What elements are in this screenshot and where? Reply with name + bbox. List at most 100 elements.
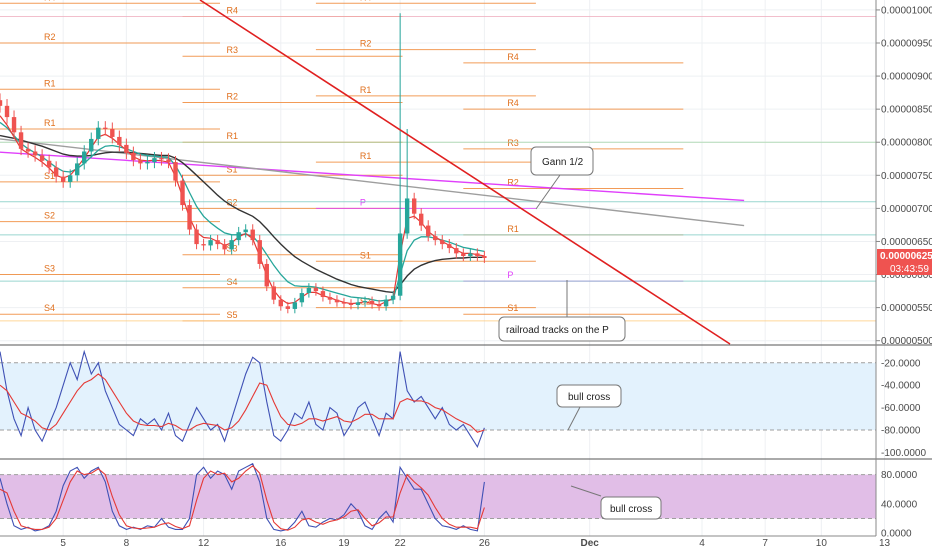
candle-body [180, 180, 185, 206]
candle-body [334, 299, 340, 303]
candle-body [0, 100, 3, 106]
candle-body [229, 240, 234, 250]
time-axis[interactable]: 5 8 12 16 19 22 26 Dec 4 7 10 13 [60, 538, 890, 549]
x-tick-label: 16 [275, 538, 287, 549]
pivot-label: S1 [44, 171, 55, 181]
candle-body [173, 162, 178, 181]
pivot-label: R4 [44, 0, 56, 2]
y-tick-label: 0.00000500 [881, 336, 932, 347]
moving-averages [0, 115, 745, 306]
oscillator-bands [0, 362, 876, 519]
y-tick-label: 0.00000700 [881, 204, 932, 215]
candle-body [11, 117, 17, 133]
candle-body [397, 233, 403, 296]
candlesticks [0, 13, 487, 314]
candle-body [271, 286, 276, 300]
x-tick-label: 19 [338, 538, 350, 549]
candle-body [419, 213, 424, 226]
candle-body [461, 253, 466, 257]
candle-body [454, 248, 459, 254]
candle-body [68, 175, 73, 182]
y-tick-label: -80.0000 [881, 426, 921, 437]
x-tick-label: 8 [124, 538, 130, 549]
pivot-label: S1 [507, 303, 518, 313]
pivot-label: S5 [227, 310, 238, 320]
y-tick-label: 0.00000750 [881, 171, 932, 182]
trendline[interactable] [199, 0, 731, 345]
candle-body [313, 287, 319, 292]
pivot-label: R1 [360, 151, 372, 161]
oscillator-lines [0, 349, 485, 532]
candle-body [327, 297, 333, 300]
candle-body [138, 160, 143, 164]
countdown-label: 03:43:59 [890, 264, 929, 275]
candle-body [390, 295, 396, 300]
candle-body [383, 299, 389, 307]
candle-body [124, 144, 129, 153]
ma_gray [0, 138, 745, 227]
y-tick-label: 0.00000650 [881, 237, 932, 248]
candle-body [482, 256, 487, 258]
candle-body [264, 263, 269, 287]
candle-body [215, 240, 220, 245]
ema-fast-line [0, 115, 485, 306]
pivot-label: R2 [44, 32, 56, 42]
candle-body [250, 229, 255, 241]
candle-body [110, 129, 115, 137]
candle-body [355, 302, 361, 305]
candle-body [166, 159, 171, 163]
pivot-label: S4 [44, 303, 55, 313]
wr-line [0, 349, 485, 449]
railroad-callout[interactable]: railroad tracks on the P [498, 280, 626, 342]
candle-body [411, 198, 417, 214]
candle-body [117, 136, 122, 145]
y-tick-label: 0.00000900 [881, 72, 932, 83]
pivot-label: R1 [44, 118, 56, 128]
bull-cross-callout-stoch[interactable]: bull cross [570, 485, 662, 520]
candle-body [145, 162, 150, 164]
candle-body [440, 240, 445, 245]
price-pane[interactable] [0, 0, 876, 344]
candle-body [89, 138, 94, 152]
pivot-label: S1 [227, 164, 238, 174]
candle-body [25, 148, 31, 152]
candle-body [103, 127, 108, 129]
ema-slow-line [0, 134, 485, 294]
candle-body [341, 302, 347, 304]
pivot-label: R4 [227, 6, 239, 16]
y-tick-label: 80.0000 [881, 470, 918, 481]
y-tick-label: -40.0000 [881, 381, 921, 392]
candle-body [236, 232, 241, 241]
y-tick-label: 0.00000950 [881, 39, 932, 50]
pivot-label: R1 [227, 131, 239, 141]
descending-trendline [199, 0, 731, 345]
candle-body [159, 158, 164, 160]
pivot-label: R2 [227, 92, 239, 102]
svg-text:bull cross: bull cross [610, 504, 652, 515]
x-tick-label: 12 [198, 538, 210, 549]
wr-signal-line [0, 373, 485, 433]
gann-callout[interactable]: Gann 1/2 [530, 146, 594, 210]
candle-body [468, 253, 473, 257]
svg-text:0.00000625: 0.00000625 [880, 251, 932, 262]
candle-body [348, 303, 354, 305]
x-tick-label: 5 [60, 538, 66, 549]
candle-body [39, 155, 45, 161]
pivot-label: R1 [44, 78, 56, 88]
x-tick-label: 22 [395, 538, 407, 549]
candle-body [376, 304, 382, 307]
pivot-label: R1 [360, 85, 372, 95]
candle-body [243, 229, 248, 233]
wr-band [0, 362, 876, 430]
candle-body [96, 127, 101, 139]
last-price-badge: 0.00000625 03:43:59 [877, 249, 932, 275]
candle-body [187, 205, 192, 230]
price-axis[interactable]: 0.00001000 0.00000950 0.00000900 0.00000850… [876, 5, 932, 540]
candle-body [32, 151, 38, 156]
y-tick-label: -20.0000 [881, 358, 921, 369]
bull-cross-callout-wr[interactable]: bull cross [556, 384, 622, 431]
candle-body [152, 158, 157, 163]
candle-body [292, 302, 298, 309]
candle-body [53, 167, 59, 177]
